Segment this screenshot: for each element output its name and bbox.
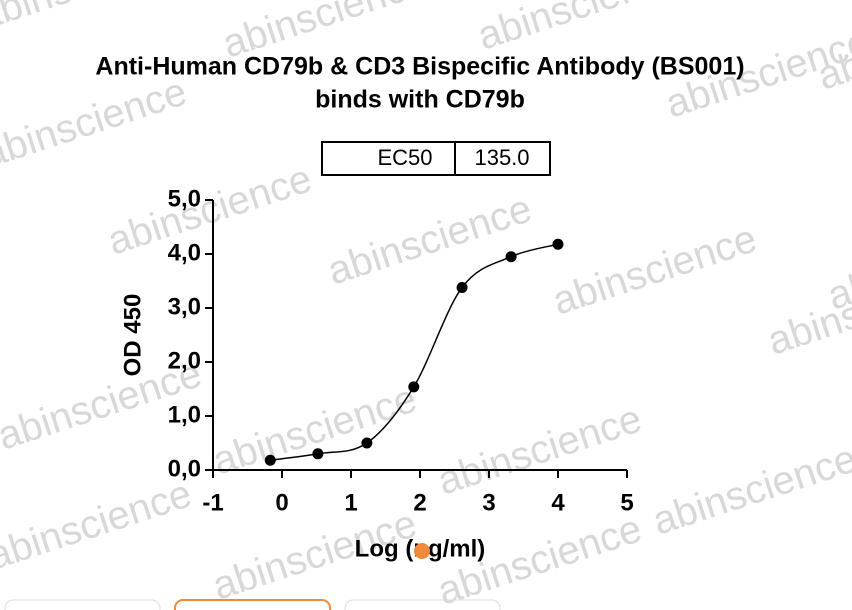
data-point: [552, 238, 564, 250]
chart-title: Anti-Human CD79b & CD3 Bispecific Antibo…: [95, 53, 744, 81]
data-point: [456, 281, 468, 293]
data-point: [361, 437, 373, 449]
y-tick-label: 2,0: [168, 347, 201, 374]
watermark: abinscience: [547, 216, 762, 323]
watermark: abinscience: [0, 0, 187, 39]
button[interactable]: [4, 599, 161, 610]
cursor-dot: [414, 543, 430, 559]
table-label: EC50: [377, 145, 432, 170]
watermark: abinscience: [322, 186, 537, 293]
watermark: abinscience: [647, 436, 852, 543]
x-tick-label: 5: [620, 489, 633, 516]
button[interactable]: [174, 599, 331, 610]
y-tick-label: 4,0: [168, 239, 201, 266]
watermark: abinscience: [207, 376, 422, 483]
y-axis-title: OD 450: [119, 294, 146, 377]
watermark: abinscience: [0, 69, 192, 176]
y-tick-label: 0,0: [168, 455, 201, 482]
y-tick-label: 5,0: [168, 185, 201, 212]
x-tick-label: 4: [551, 489, 565, 516]
table-value: 135.0: [474, 145, 529, 170]
data-point: [264, 454, 276, 466]
y-tick-label: 1,0: [168, 401, 201, 428]
button[interactable]: [344, 599, 501, 610]
chart-title: binds with CD79b: [315, 86, 525, 114]
data-point: [312, 448, 324, 460]
data-point: [408, 381, 420, 393]
data-point: [505, 251, 517, 263]
x-tick-label: 1: [344, 489, 357, 516]
y-tick-label: 3,0: [168, 293, 201, 320]
x-tick-label: 0: [275, 489, 288, 516]
watermark: abinscience: [432, 396, 647, 503]
watermark: abinscience: [0, 471, 197, 578]
watermark: abinscience: [472, 0, 687, 59]
x-tick-label: -1: [202, 489, 223, 516]
ec50-table: [321, 141, 551, 176]
watermark: abinscience: [102, 156, 317, 263]
x-tick-label: 3: [482, 489, 495, 516]
x-tick-label: 2: [413, 489, 426, 516]
